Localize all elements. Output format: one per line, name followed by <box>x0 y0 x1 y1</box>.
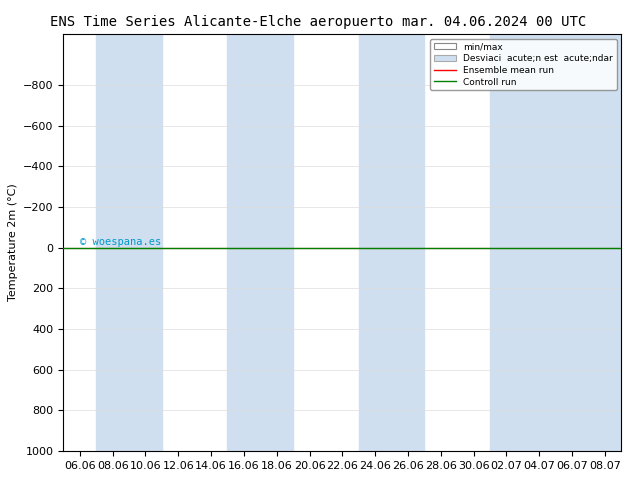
Bar <box>96 34 162 451</box>
Bar <box>555 34 621 451</box>
Y-axis label: Temperature 2m (°C): Temperature 2m (°C) <box>8 184 18 301</box>
Bar <box>359 34 424 451</box>
Text: ENS Time Series Alicante-Elche aeropuerto: ENS Time Series Alicante-Elche aeropuert… <box>50 15 394 29</box>
Bar <box>490 34 555 451</box>
Legend: min/max, Desviaci  acute;n est  acute;ndar, Ensemble mean run, Controll run: min/max, Desviaci acute;n est acute;ndar… <box>430 39 617 90</box>
Text: mar. 04.06.2024 00 UTC: mar. 04.06.2024 00 UTC <box>403 15 586 29</box>
Bar <box>228 34 293 451</box>
Text: © woespana.es: © woespana.es <box>80 237 162 246</box>
